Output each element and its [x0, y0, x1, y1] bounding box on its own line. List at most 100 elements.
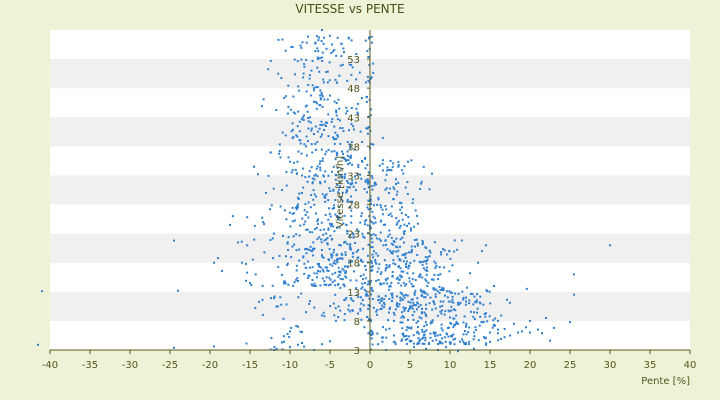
data-point — [392, 311, 395, 314]
data-point — [290, 256, 293, 259]
data-point — [394, 308, 397, 311]
data-point — [421, 239, 424, 242]
data-point — [319, 169, 322, 172]
data-point — [271, 237, 274, 240]
data-point — [326, 266, 329, 269]
data-point — [305, 311, 307, 314]
data-point — [348, 186, 351, 189]
data-point — [400, 276, 403, 279]
data-point — [423, 333, 426, 336]
data-point — [346, 186, 349, 189]
data-point — [433, 303, 436, 306]
data-point — [409, 301, 412, 304]
data-point — [292, 95, 295, 98]
data-point — [404, 294, 407, 296]
data-point — [295, 325, 298, 327]
data-point — [305, 58, 308, 61]
data-point — [343, 177, 346, 180]
data-point — [366, 294, 369, 297]
data-point — [486, 290, 489, 293]
data-point — [344, 298, 347, 301]
data-point — [265, 191, 267, 194]
data-point — [311, 284, 314, 287]
data-point — [267, 174, 270, 177]
data-point — [446, 253, 449, 256]
data-point — [396, 221, 399, 224]
data-point — [336, 152, 339, 155]
data-point — [408, 340, 411, 343]
data-point — [453, 239, 456, 242]
data-point — [346, 110, 349, 112]
data-point — [372, 233, 375, 236]
data-point — [289, 108, 292, 111]
data-point — [332, 50, 335, 53]
data-point — [320, 238, 323, 241]
data-point — [262, 98, 265, 101]
data-point — [253, 224, 256, 227]
data-point — [459, 301, 462, 304]
data-point — [397, 161, 400, 163]
data-point — [363, 326, 366, 329]
data-point — [465, 324, 468, 327]
data-point — [339, 278, 342, 280]
data-point — [286, 241, 289, 244]
data-point — [315, 148, 317, 151]
data-point — [304, 203, 307, 206]
data-point — [330, 253, 333, 256]
data-point — [300, 58, 303, 61]
data-point — [291, 46, 294, 49]
data-point — [424, 313, 427, 316]
data-point — [399, 245, 401, 248]
y-tick-label: 8 — [354, 317, 360, 328]
data-point — [396, 246, 399, 249]
data-point — [444, 340, 447, 343]
data-point — [503, 336, 506, 339]
data-point — [328, 212, 331, 215]
data-point — [343, 241, 346, 244]
data-point — [405, 263, 408, 265]
data-point — [407, 310, 410, 312]
data-point — [477, 261, 479, 264]
data-point — [471, 293, 474, 295]
data-point — [392, 340, 395, 343]
data-point — [485, 342, 488, 345]
data-point — [335, 111, 338, 114]
data-point — [359, 173, 362, 176]
data-point — [287, 249, 290, 251]
data-point — [355, 107, 358, 110]
data-point — [377, 279, 380, 281]
data-point — [440, 253, 443, 256]
data-point — [391, 296, 394, 299]
data-point — [332, 302, 335, 305]
data-point — [286, 264, 289, 266]
data-point — [321, 105, 324, 108]
data-point — [382, 159, 384, 162]
data-point — [331, 118, 334, 121]
data-point — [304, 266, 307, 269]
data-point — [41, 290, 43, 293]
data-point — [316, 223, 319, 225]
data-point — [467, 340, 470, 343]
data-point — [400, 292, 403, 295]
data-point — [307, 201, 310, 204]
data-point — [379, 273, 382, 276]
data-point — [408, 335, 411, 338]
x-tick-label: 35 — [644, 360, 657, 371]
data-point — [384, 223, 387, 226]
data-point — [365, 101, 368, 103]
data-point — [296, 125, 299, 128]
data-point — [377, 254, 379, 257]
data-point — [394, 342, 397, 345]
data-point — [401, 218, 404, 221]
data-point — [382, 169, 384, 172]
data-point — [384, 239, 387, 242]
data-point — [424, 339, 427, 342]
data-point — [313, 133, 315, 135]
data-point — [320, 148, 323, 151]
data-point — [330, 120, 333, 123]
data-point — [411, 304, 414, 307]
data-point — [473, 347, 475, 350]
data-point — [344, 265, 346, 268]
data-point — [402, 260, 405, 263]
data-point — [376, 308, 379, 311]
